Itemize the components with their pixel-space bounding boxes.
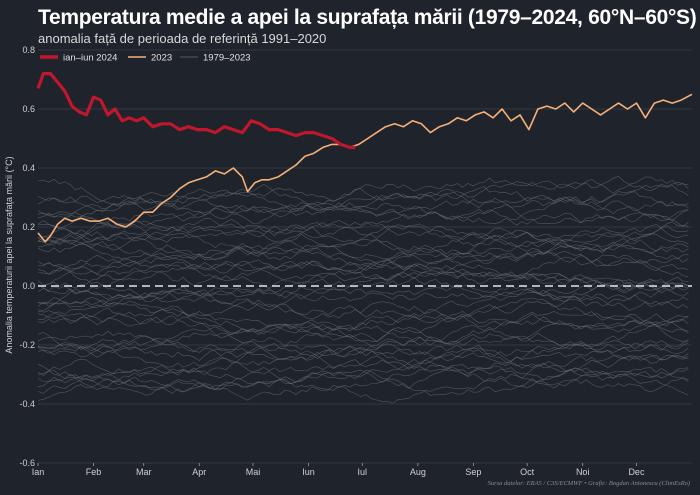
historical-year-line	[37, 179, 689, 212]
historical-year-line	[37, 368, 689, 401]
x-tick-label: Oct	[520, 467, 535, 477]
historical-series	[37, 175, 689, 404]
historical-year-line	[37, 364, 689, 396]
historical-year-line	[37, 297, 689, 334]
historical-year-line	[37, 201, 689, 226]
x-tick-label: Mar	[136, 467, 152, 477]
x-tick-label: Dec	[628, 467, 645, 477]
historical-year-line	[37, 224, 689, 254]
historical-year-line	[37, 310, 689, 343]
y-tick-label: 0.4	[22, 163, 35, 173]
historical-year-line	[37, 305, 689, 332]
legend-item-historical-label: 1979–2023	[203, 53, 251, 64]
historical-year-line	[37, 358, 689, 394]
historical-year-line	[37, 223, 689, 245]
historical-year-line	[37, 268, 689, 298]
x-tick-label: Feb	[86, 467, 102, 477]
x-tick-label: Ian	[32, 467, 45, 477]
historical-year-line	[37, 186, 689, 223]
historical-year-line	[37, 321, 689, 354]
x-tick-label: Mai	[246, 467, 261, 477]
source-credit: Sursa datelor: ERA5 / C3S/ECMWF • Grafic…	[487, 480, 690, 487]
chart-title: Temperatura medie a apei la suprafața mă…	[38, 6, 697, 29]
historical-year-line	[37, 343, 689, 376]
historical-year-line	[37, 260, 689, 291]
legend-item-2023-label: 2023	[151, 53, 172, 64]
legend: ian–iun 2024 2023 1979–2023	[40, 53, 251, 64]
x-tick-label: Iun	[302, 467, 315, 477]
x-tick-label: Aug	[410, 467, 426, 477]
historical-year-line	[37, 260, 689, 297]
x-ticks: Ian Feb Mar Apr Mai Iun Iul Aug Sep Oct Noi Dec	[32, 463, 645, 477]
y-tick-label: -0.2	[19, 340, 35, 350]
historical-year-line	[37, 253, 689, 279]
y-tick-label: 0.0	[22, 281, 35, 291]
historical-year-line	[37, 323, 689, 349]
legend-item-2024-label: ian–iun 2024	[63, 53, 117, 64]
historical-year-line	[37, 219, 689, 246]
historical-year-line	[37, 196, 689, 235]
historical-year-line	[37, 345, 689, 378]
historical-year-line	[37, 335, 689, 361]
historical-year-line	[37, 221, 689, 252]
historical-year-line	[37, 354, 689, 387]
x-tick-label: Apr	[192, 467, 206, 477]
y-tick-label: 0.2	[22, 222, 35, 232]
x-tick-label: Iul	[358, 467, 368, 477]
chart-subtitle: anomalia față de perioada de referință 1…	[38, 31, 327, 46]
historical-year-line	[37, 236, 689, 268]
historical-year-line	[37, 236, 689, 258]
y-tick-label: 0.6	[22, 104, 35, 114]
historical-year-line	[37, 204, 689, 231]
historical-year-line	[37, 270, 689, 289]
y-tick-label: -0.6	[19, 458, 35, 468]
historical-year-line	[37, 232, 689, 268]
historical-year-line	[37, 288, 689, 320]
historical-year-line	[37, 278, 689, 307]
x-tick-label: Sep	[465, 467, 481, 477]
historical-year-line	[37, 353, 689, 385]
historical-year-line	[37, 243, 689, 270]
y-ticks: -0.6 -0.4 -0.2 0.0 0.2 0.4 0.6 0.8	[19, 45, 35, 468]
historical-year-line	[37, 374, 689, 404]
series-2024-line	[36, 71, 356, 149]
highlight-series	[36, 71, 693, 243]
historical-year-line	[37, 289, 689, 320]
historical-year-line	[37, 313, 689, 344]
x-tick-label: Noi	[576, 467, 590, 477]
historical-year-line	[37, 341, 689, 368]
historical-year-line	[37, 177, 689, 212]
historical-year-line	[37, 325, 689, 361]
y-tick-label: -0.4	[19, 399, 35, 409]
historical-year-line	[37, 175, 689, 205]
y-tick-label: 0.8	[22, 45, 35, 55]
historical-year-line	[37, 252, 689, 277]
